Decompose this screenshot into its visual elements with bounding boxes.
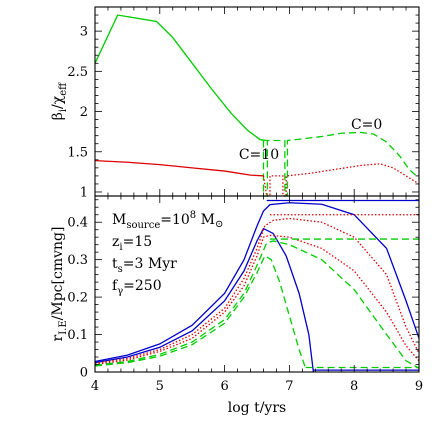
top-ytick-label: 2.5 [67, 65, 88, 80]
bottom-ytick-label: 0 [80, 366, 88, 381]
bottom-xtick-label: 7 [285, 379, 293, 394]
bottom-series-1 [94, 227, 315, 373]
top-panel: 1 1.5 2 2.5 3 βi/χeff C=10 C=0 [50, 6, 420, 200]
top-ytick-label: 3 [80, 25, 88, 40]
bottom-ytick-label: 0.2 [67, 291, 88, 306]
top-ytick-label: 2 [80, 105, 88, 120]
bottom-xtick-label: 6 [220, 379, 228, 394]
bottom-xtick-label: 5 [156, 379, 164, 394]
top-ytick-label: 1 [80, 185, 88, 200]
bottom-series-4 [94, 217, 420, 365]
legend-text-1: zi=15 [112, 234, 152, 253]
top-y-axis-title: βi/χeff [50, 82, 69, 120]
bottom-series-0 [94, 202, 420, 363]
top-series-0 [94, 14, 267, 142]
bottom-series-7 [94, 240, 420, 369]
top-ytick-label: 1.5 [67, 145, 88, 160]
legend-text-0: Msource=108 M⊙ [112, 210, 223, 231]
top-series-2 [94, 159, 264, 177]
bottom-ytick-label: 0.4 [67, 216, 88, 231]
legend-text-2: ts=3 Myr [112, 256, 177, 275]
bottom-ytick-label: 0.1 [67, 328, 88, 343]
top-series-3 [262, 163, 420, 197]
bottom-xtick-label: 4 [91, 379, 99, 394]
top-frame [94, 6, 420, 197]
bottom-xtick-label: 9 [415, 379, 423, 394]
bottom-y-axis-title: rI.E/Mpc[cmvng] [50, 227, 69, 342]
bottom-series-9 [94, 254, 307, 369]
bottom-xtick-label: 8 [350, 379, 358, 394]
legend-text-3: fγ=250 [112, 278, 162, 297]
bottom-series-6 [94, 234, 420, 366]
annotation-1: C=0 [351, 117, 382, 133]
top-series-1 [262, 131, 420, 197]
bottom-ytick-label: 0.3 [67, 253, 88, 268]
bottom-frame [94, 195, 420, 373]
x-axis-title: log t/yrs [228, 400, 286, 416]
annotation-0: C=10 [239, 147, 279, 163]
bottom-panel: 0 0.1 0.2 0.3 0.4 4 5 6 7 8 9 log t/yrs rI.E/Mpc[cmv… [50, 195, 423, 416]
